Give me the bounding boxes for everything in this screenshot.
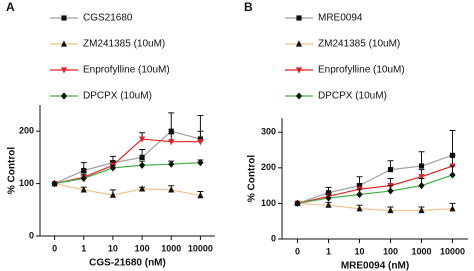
y-tick-label: 100 — [19, 178, 34, 188]
y-tick-label: 0 — [29, 230, 34, 240]
data-marker — [418, 163, 425, 169]
x-tick-label: 100 — [383, 246, 398, 256]
data-marker — [418, 174, 425, 181]
series-line — [297, 174, 453, 205]
x-tick-label: 1000 — [411, 246, 431, 256]
y-tick-label: 100 — [261, 198, 276, 208]
data-marker — [325, 201, 332, 208]
x-tick-label: 1000 — [161, 243, 181, 253]
legend-label: Enprofylline (10uM) — [83, 65, 170, 76]
data-marker — [80, 174, 87, 182]
data-marker — [197, 192, 204, 199]
x-tick-label: 1 — [326, 246, 331, 256]
x-tick-label: 1 — [81, 243, 86, 253]
series-line — [54, 162, 201, 185]
data-marker — [197, 159, 204, 167]
data-marker — [168, 128, 174, 134]
legend-label: ZM241385 (10uM) — [318, 39, 400, 50]
x-axis-label: CGS-21680 (nM) — [89, 258, 166, 269]
legend-marker — [60, 67, 68, 74]
series-line — [297, 202, 453, 212]
legend-label: CGS21680 — [83, 13, 133, 24]
data-marker — [356, 205, 363, 212]
error-bar — [168, 112, 175, 132]
data-marker — [51, 180, 58, 188]
series-line — [54, 138, 201, 185]
series-line — [297, 165, 453, 204]
data-marker — [139, 154, 145, 160]
legend-marker — [295, 92, 303, 100]
data-marker — [418, 206, 425, 214]
data-marker — [356, 190, 363, 199]
legend-marker — [295, 67, 303, 74]
data-marker — [168, 186, 175, 193]
series-line — [297, 154, 453, 204]
data-marker — [387, 187, 394, 195]
legend-marker — [61, 15, 67, 21]
legend-marker — [296, 15, 302, 21]
y-tick-label: 300 — [261, 127, 276, 137]
data-marker — [138, 161, 146, 169]
error-bar — [449, 129, 456, 156]
x-tick-label: 10 — [354, 246, 364, 256]
data-marker — [80, 186, 87, 193]
legend-marker — [60, 92, 68, 100]
data-marker — [449, 171, 456, 179]
y-axis-label: % Control — [7, 147, 18, 194]
data-marker — [197, 139, 204, 146]
x-tick-label: 10000 — [440, 246, 465, 256]
data-marker — [418, 182, 425, 190]
legend-label: Enprofylline (10uM) — [318, 65, 405, 76]
data-marker — [294, 199, 301, 208]
legend-marker — [60, 40, 68, 47]
data-marker — [109, 191, 117, 198]
legend-label: DPCPX (10uM) — [83, 91, 152, 102]
x-tick-label: 10 — [108, 243, 118, 253]
y-tick-label: 200 — [261, 162, 276, 172]
legend-label: ZM241385 (10uM) — [83, 39, 165, 50]
data-marker — [109, 164, 117, 172]
panel-label: B — [244, 0, 253, 14]
data-marker — [168, 139, 175, 146]
data-marker — [325, 194, 332, 202]
series-line — [54, 183, 201, 197]
panel-label: A — [6, 0, 15, 14]
data-marker — [138, 185, 146, 192]
x-tick-label: 0 — [295, 246, 300, 256]
data-marker — [387, 206, 394, 214]
x-tick-label: 100 — [135, 243, 150, 253]
legend-label: DPCPX (10uM) — [318, 91, 387, 102]
series-line — [54, 130, 201, 185]
data-marker — [449, 205, 456, 212]
y-tick-label: 200 — [19, 126, 34, 136]
y-axis-label: % Control — [247, 155, 258, 202]
data-marker — [138, 136, 146, 143]
x-tick-label: 10000 — [188, 243, 213, 253]
y-tick-label: 0 — [271, 233, 276, 243]
x-tick-label: 0 — [52, 243, 57, 253]
data-marker — [387, 167, 394, 173]
data-marker — [168, 160, 175, 168]
legend-label: MRE0094 — [318, 13, 363, 24]
x-axis-label: MRE0094 (nM) — [341, 261, 409, 271]
legend-marker — [295, 40, 303, 47]
